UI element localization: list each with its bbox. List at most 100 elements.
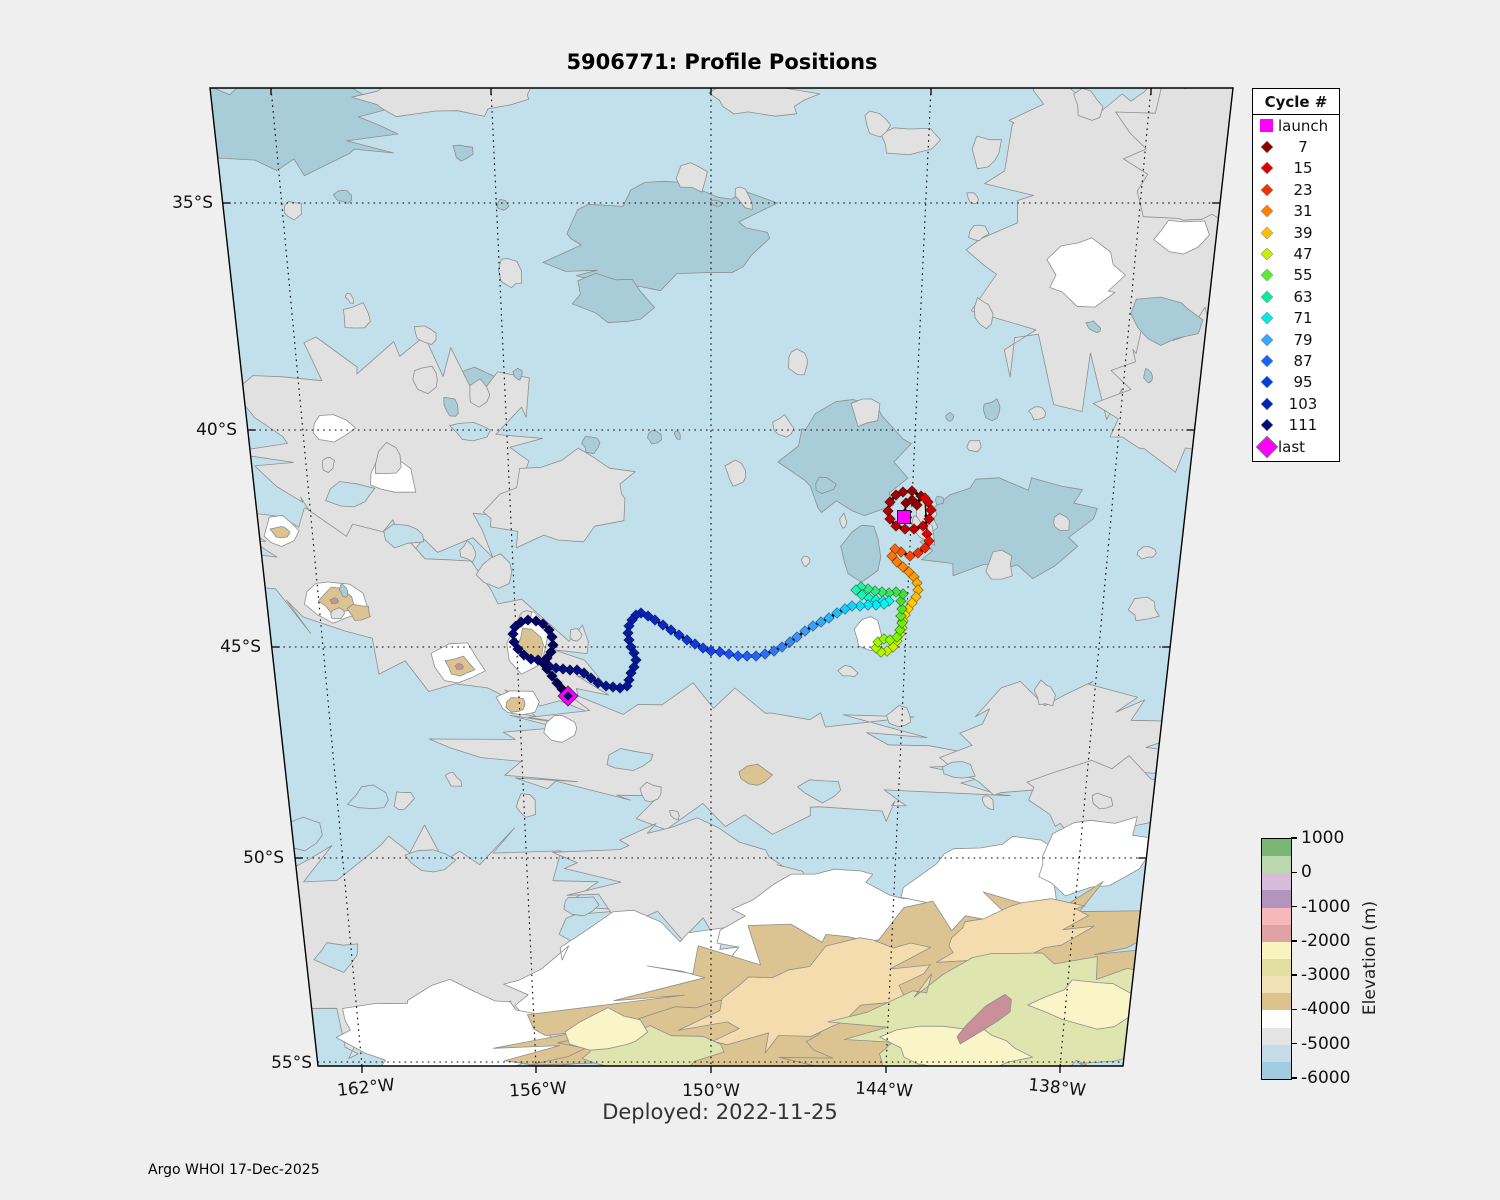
colorbar-tick-label: -1000 xyxy=(1301,896,1351,917)
profile-marker xyxy=(870,599,882,611)
legend-label: 47 xyxy=(1293,245,1313,264)
terrain-contour xyxy=(339,583,348,598)
terrain-contour xyxy=(512,367,523,381)
profile-marker xyxy=(791,631,803,643)
legend-item-87: 87 xyxy=(1253,350,1339,371)
meridian-gridline xyxy=(885,88,932,1066)
terrain-contour xyxy=(412,365,438,395)
profile-marker xyxy=(776,641,788,653)
terrain-contour xyxy=(542,180,778,292)
colorbar-tick xyxy=(1291,974,1297,976)
terrain-contour xyxy=(968,224,990,242)
profile-marker xyxy=(741,650,753,662)
profile-marker xyxy=(895,610,907,622)
profile-marker xyxy=(592,677,604,689)
diamond-swatch-icon xyxy=(1258,398,1275,410)
profile-marker xyxy=(768,645,780,657)
diamond-swatch-icon xyxy=(1258,184,1275,196)
profile-marker xyxy=(856,589,868,601)
terrain-contour xyxy=(581,436,601,454)
terrain-contour xyxy=(346,603,371,621)
terrain-contour xyxy=(677,937,932,1054)
legend-label: 87 xyxy=(1293,351,1313,370)
profile-marker xyxy=(897,486,909,498)
terrain-contour xyxy=(708,88,821,117)
terrain-contour xyxy=(469,378,491,408)
terrain-contour xyxy=(971,135,1002,170)
legend-label: 63 xyxy=(1293,287,1313,306)
swatch-shape xyxy=(1260,291,1273,303)
terrain-contour xyxy=(864,110,892,138)
terrain-contour xyxy=(956,994,1012,1045)
terrain-contour xyxy=(1136,546,1157,560)
profile-marker xyxy=(681,634,693,646)
swatch-shape xyxy=(1260,141,1273,153)
terrain-contour xyxy=(454,663,464,670)
terrain-contour xyxy=(639,781,662,803)
elevation-band xyxy=(1262,890,1291,908)
terrain-contour xyxy=(345,292,354,304)
legend-item-55: 55 xyxy=(1253,265,1339,286)
profile-marker xyxy=(862,599,874,611)
profile-marker xyxy=(807,620,819,632)
terrain-contour xyxy=(343,302,371,329)
profile-marker xyxy=(908,523,920,535)
profile-marker xyxy=(911,499,923,511)
legend-label: 95 xyxy=(1293,373,1313,392)
legend-item-47: 47 xyxy=(1253,243,1339,264)
terrain-contour xyxy=(1046,237,1126,308)
legend-label: 79 xyxy=(1293,330,1313,349)
terrain-contour xyxy=(788,348,808,376)
terrain-contour xyxy=(543,715,578,743)
profile-marker xyxy=(870,642,882,654)
lat-tick-label: 50°S xyxy=(243,848,284,868)
profile-marker xyxy=(906,485,918,497)
diamond-swatch-icon xyxy=(1258,205,1275,217)
legend-item-23: 23 xyxy=(1253,179,1339,200)
cycle-legend: Cycle # launch 7 15 23 31 39 47 55 63 71 79 87 95 103… xyxy=(1252,88,1340,463)
colorbar-tick-label: 0 xyxy=(1301,862,1312,883)
profile-marker xyxy=(507,628,519,640)
colorbar-axis-label: Elevation (m) xyxy=(1360,900,1380,1016)
profile-marker xyxy=(759,648,771,660)
terrain-contour xyxy=(738,763,773,786)
profile-marker xyxy=(689,638,701,650)
terrain-contour xyxy=(985,549,1013,580)
colorbar-tick xyxy=(1291,905,1297,908)
terrain-contour xyxy=(335,979,560,1066)
legend-label: launch xyxy=(1278,116,1329,135)
swatch-shape xyxy=(1260,205,1273,217)
legend-title: Cycle # xyxy=(1253,89,1339,115)
diamond-swatch-icon xyxy=(1258,355,1275,367)
lon-tick-label: 156°W xyxy=(508,1078,568,1102)
profile-marker xyxy=(585,672,597,684)
profile-marker xyxy=(784,636,796,648)
legend-label: 39 xyxy=(1293,223,1313,242)
profile-marker xyxy=(854,600,866,612)
legend-item-15: 15 xyxy=(1253,158,1339,179)
legend-item-95: 95 xyxy=(1253,372,1339,393)
legend-item-launch: launch xyxy=(1253,115,1339,136)
terrain-contour xyxy=(1127,596,1160,622)
lon-tick-label: 144°W xyxy=(854,1078,914,1102)
profile-marker xyxy=(896,617,908,629)
launch-swatch-icon xyxy=(1258,119,1275,133)
profile-marker xyxy=(563,691,573,701)
graticule xyxy=(222,88,1221,1066)
profile-marker xyxy=(530,615,542,627)
terrain-contour xyxy=(647,429,662,445)
terrain-contour xyxy=(449,422,491,442)
terrain-contour xyxy=(404,849,457,873)
colorbar-tick-label: -4000 xyxy=(1301,999,1351,1020)
credit-text: Argo WHOI 17-Dec-2025 xyxy=(148,1162,320,1178)
profile-marker xyxy=(799,625,811,637)
profile-marker xyxy=(891,556,903,568)
terrain-contour xyxy=(797,779,841,804)
terrain-contour xyxy=(1130,296,1204,346)
terrain-contour xyxy=(516,793,536,818)
legend-label: 31 xyxy=(1293,202,1313,221)
colorbar-tick-label: -3000 xyxy=(1301,965,1351,986)
elevation-band xyxy=(1262,907,1291,925)
profile-marker xyxy=(891,631,903,643)
page-title: 5906771: Profile Positions xyxy=(566,50,878,74)
